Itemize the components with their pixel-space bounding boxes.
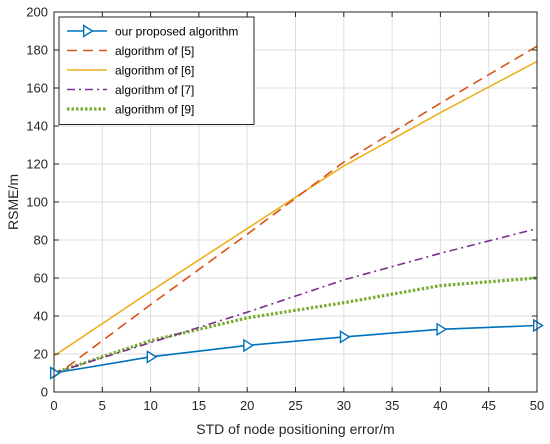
series-layer — [50, 45, 544, 380]
y-tick-label: 20 — [34, 347, 48, 362]
x-tick-label: 35 — [385, 398, 399, 413]
legend: our proposed algorithm algorithm of [5] al… — [58, 16, 255, 125]
series-line-algorithm-of-7 — [53, 227, 538, 374]
legend-label-algorithm-of-5: algorithm of [5] — [115, 44, 194, 58]
data-point-our-proposed-algorithm — [436, 322, 448, 337]
data-point-our-proposed-algorithm — [339, 330, 351, 344]
legend-label-algorithm-of-6: algorithm of [6] — [115, 64, 194, 78]
tick-labels: 0 5 10 15 20 25 30 35 40 45 50 0 20 40 60 80 100 120 140 16… — [26, 5, 544, 414]
axis-ticks — [53, 11, 538, 393]
y-tick-label: 100 — [26, 195, 48, 210]
y-axis-label: RSME/m — [5, 174, 21, 230]
y-tick-label: 160 — [26, 81, 48, 96]
x-tick-label: 5 — [99, 398, 106, 413]
x-tick-label: 45 — [481, 398, 495, 413]
legend-label-our-proposed-algorithm: our proposed algorithm — [115, 25, 238, 39]
y-tick-label: 120 — [26, 157, 48, 172]
x-tick-label: 10 — [143, 398, 157, 413]
data-point-our-proposed-algorithm — [243, 338, 255, 353]
x-axis-label: STD of node positioning error/m — [196, 421, 394, 437]
y-tick-label: 140 — [26, 119, 48, 134]
y-tick-label: 60 — [34, 271, 48, 286]
x-tick-label: 30 — [337, 398, 351, 413]
series-line-our-proposed-algorithm — [53, 324, 538, 374]
x-tick-label: 0 — [50, 398, 57, 413]
data-point-our-proposed-algorithm — [146, 350, 158, 364]
legend-label-algorithm-of-9: algorithm of [9] — [115, 103, 194, 117]
x-tick-label: 40 — [433, 398, 447, 413]
y-tick-label: 200 — [26, 5, 48, 20]
series-line-algorithm-of-5 — [53, 45, 538, 378]
data-point-our-proposed-algorithm — [533, 318, 544, 333]
y-tick-label: 180 — [26, 43, 48, 58]
legend-label-algorithm-of-7: algorithm of [7] — [115, 83, 194, 97]
x-tick-label: 50 — [530, 398, 544, 413]
legend-marker-our-proposed-algorithm — [82, 24, 94, 38]
y-tick-label: 80 — [34, 233, 48, 248]
series-line-algorithm-of-6 — [53, 60, 538, 357]
y-tick-label: 0 — [41, 385, 48, 400]
x-tick-label: 15 — [192, 398, 206, 413]
x-tick-label: 20 — [240, 398, 254, 413]
y-tick-label: 40 — [34, 309, 48, 324]
x-tick-label: 25 — [288, 398, 302, 413]
data-point-our-proposed-algorithm — [50, 366, 61, 380]
